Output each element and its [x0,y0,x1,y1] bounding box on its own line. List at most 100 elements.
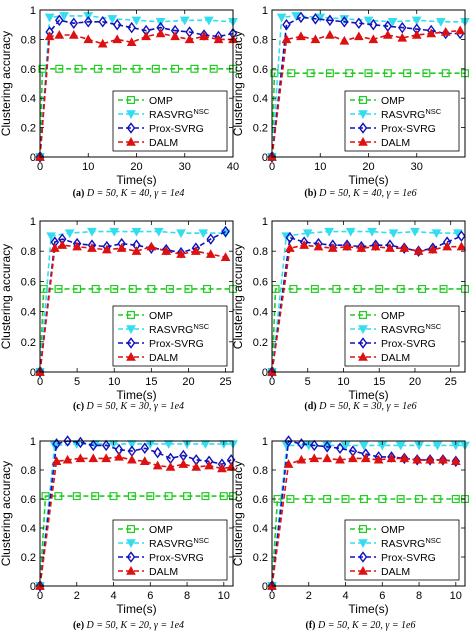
legend-label-superscript: NSC [193,536,209,545]
data-point [54,284,63,293]
legend-marker [358,539,368,549]
data-point [153,227,164,237]
legend-label-superscript: NSC [193,107,209,116]
data-point [63,435,72,447]
data-point [141,31,151,41]
legend-label-superscript: NSC [425,536,441,545]
x-tick-label: 0 [269,161,275,173]
caption-letter: (b) [304,188,316,199]
data-point [127,454,137,464]
data-point [339,35,350,45]
y-axis-label: Clustering accuracy [231,31,245,136]
panel-caption: (c) D = 50, K = 30, γ = 1e4 [73,401,184,412]
data-point [101,439,111,452]
data-point [342,241,352,251]
data-point [398,21,407,34]
y-tick-label: 0 [262,152,268,164]
data-point [306,69,315,78]
y-tick-label: 0 [30,152,36,164]
x-tick-label: 30 [179,161,191,173]
data-point [267,580,277,592]
data-point [415,495,424,504]
data-point [284,435,293,447]
caption-letter: (d) [304,401,316,412]
data-point [426,28,437,38]
data-point [310,439,319,452]
data-point [127,492,136,501]
legend-label-text: DALM [381,137,410,149]
y-tick-label: 0.2 [253,552,268,564]
x-tick-label: 15 [145,376,157,388]
data-point [383,69,392,78]
data-point [411,29,422,39]
data-point [209,64,218,73]
data-point [75,453,86,463]
data-point [205,249,216,258]
data-point [296,31,306,41]
data-point [221,225,230,238]
data-point [151,64,160,73]
legend-marker [126,325,136,335]
data-point [412,454,422,466]
data-point [57,240,68,249]
data-point [87,227,97,237]
legend-label-superscript: NSC [193,322,209,331]
y-tick-label: 0.2 [21,123,36,135]
data-point [412,454,423,464]
legend-marker [126,524,135,533]
data-point [386,453,397,463]
x-tick-label: 5 [74,376,80,388]
x-tick-label: 15 [373,376,385,388]
legend-label-text: Prox-SVRG [149,338,204,350]
legend-label-text: RASVRG [149,109,193,121]
legend-label: OMP [381,310,405,322]
data-point [297,438,306,450]
data-point [325,14,335,27]
data-point [91,492,100,501]
legend-marker [126,110,136,120]
data-point [438,454,448,466]
panel-caption: (a) D = 50, K = 40, γ = 1e4 [73,188,185,199]
chart-panel: 0 5 10 15 20 25 0 0.2 0.4 0.6 0.8 1 Time(s) Clusterin… [0,216,238,412]
data-point [438,454,448,464]
data-point [190,64,199,73]
y-axis-label: Clustering accuracy [0,461,13,566]
data-point [199,31,209,41]
legend-label: OMP [149,524,173,536]
y-tick-label: 0.4 [253,93,268,105]
caption-letter: (e) [73,620,84,631]
caption-text: D = 50, K = 30, γ = 1e4 [86,401,185,412]
data-point [375,284,384,293]
x-tick-label: 4 [342,590,348,602]
legend-marker [358,110,368,120]
data-point [296,11,306,24]
data-point [299,240,310,249]
data-point [35,580,45,592]
data-point [203,284,212,293]
legend-marker [126,351,136,361]
y-tick-label: 1 [262,216,268,228]
y-axis-label: Clustering accuracy [231,244,245,349]
data-point [283,459,294,468]
data-point [341,495,350,504]
y-tick-label: 0.4 [253,307,268,319]
data-point [267,151,277,163]
series-line [39,456,232,587]
y-tick-label: 0.4 [253,523,268,535]
legend-marker [358,122,368,134]
data-point [146,492,155,501]
data-point [217,463,227,473]
data-point [127,21,136,34]
data-point [442,241,452,251]
series-line [39,32,233,158]
legend-label-text: Prox-SVRG [149,123,204,135]
axes-frame [39,220,234,373]
legend-label: Prox-SVRG [381,552,436,564]
data-point [131,16,142,26]
y-tick-label: 1 [30,436,36,448]
series-line [39,288,233,373]
data-point [219,492,228,501]
data-point [109,492,118,501]
